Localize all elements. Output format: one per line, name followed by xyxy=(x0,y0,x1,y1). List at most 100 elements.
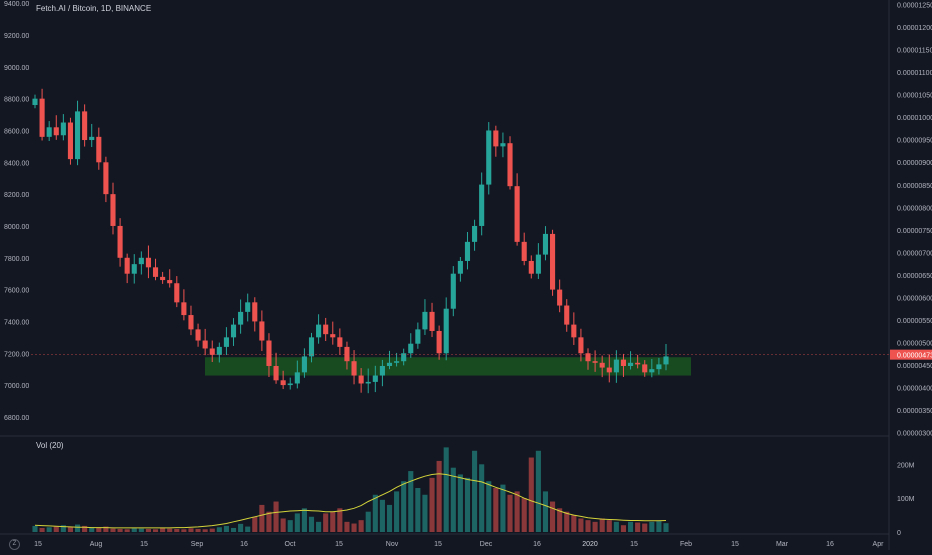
timezone-z-icon[interactable]: Z xyxy=(9,539,20,550)
candle-body xyxy=(606,367,612,373)
right-axis-tick-label: 0.00000950 xyxy=(897,138,932,145)
candle-body xyxy=(571,324,577,338)
left-axis-tick-label: 6800.00 xyxy=(4,415,29,422)
volume-bar xyxy=(294,513,300,532)
candle-body xyxy=(131,264,137,274)
time-axis-tick-label: 15 xyxy=(434,541,442,548)
candle-body xyxy=(202,340,208,349)
volume-indicator-label[interactable]: Vol (20) xyxy=(36,441,64,450)
candle-body xyxy=(415,329,421,344)
time-axis-tick-label: 15 xyxy=(630,541,638,548)
volume-bar xyxy=(358,520,364,532)
left-axis-tick-label: 8200.00 xyxy=(4,192,29,199)
volume-bar xyxy=(287,520,293,532)
candle-body xyxy=(230,324,237,338)
candle-body xyxy=(620,359,627,366)
volume-bar xyxy=(429,477,435,532)
candle-body xyxy=(181,302,187,316)
right-axis-tick-label: 0.00001100 xyxy=(897,70,932,77)
left-axis-tick-label: 7000.00 xyxy=(4,383,29,390)
volume-bar xyxy=(585,520,591,532)
candle-body xyxy=(96,136,102,163)
right-axis-tick-label: 0.00001250 xyxy=(897,3,932,10)
volume-bar xyxy=(316,521,322,532)
candle-body xyxy=(316,324,322,338)
right-axis-tick-label: 0.00000350 xyxy=(897,408,932,415)
candle-body xyxy=(479,184,485,226)
volume-bar xyxy=(550,501,556,532)
volume-bar xyxy=(606,520,612,532)
candle-body xyxy=(627,362,634,366)
candle-body xyxy=(358,375,364,384)
volume-bar xyxy=(401,481,407,532)
candle-body xyxy=(443,308,449,354)
volume-bar xyxy=(145,528,151,532)
right-axis-tick-label: 0.00000450 xyxy=(897,363,932,370)
volume-bar xyxy=(174,528,180,532)
time-axis-tick-label: Oct xyxy=(285,541,296,548)
candle-body xyxy=(117,225,123,258)
left-axis-tick-label: 7600.00 xyxy=(4,288,29,295)
candle-body xyxy=(379,365,385,376)
volume-bar xyxy=(457,474,463,532)
volume-bar xyxy=(280,518,286,532)
candle-body xyxy=(60,122,66,136)
volume-bar xyxy=(308,516,315,532)
volume-bar xyxy=(599,518,605,532)
volume-bar xyxy=(635,522,641,532)
candle-body xyxy=(613,359,619,373)
time-axis-tick-label: 2020 xyxy=(582,541,598,548)
candle-body xyxy=(46,127,52,137)
right-axis-tick-label: 0.00000750 xyxy=(897,228,932,235)
candle-body xyxy=(223,337,229,347)
volume-bar xyxy=(443,447,449,532)
time-axis-tick-label: 15 xyxy=(335,541,343,548)
left-axis-tick-label: 7800.00 xyxy=(4,256,29,263)
time-axis-tick-label: Mar xyxy=(776,541,789,548)
volume-bar xyxy=(67,526,74,532)
candle-body xyxy=(635,362,641,365)
volume-bar xyxy=(266,511,272,532)
candle-body xyxy=(238,311,244,325)
volume-bar xyxy=(245,526,251,532)
left-axis-tick-label: 9000.00 xyxy=(4,65,29,72)
volume-bar xyxy=(230,527,237,532)
candle-body xyxy=(372,375,378,382)
volume-bar xyxy=(131,528,137,532)
right-axis-tick-label: 0.00000300 xyxy=(897,431,932,438)
candle-body xyxy=(252,302,258,322)
volume-bar xyxy=(578,518,584,532)
time-axis-tick-label: Nov xyxy=(386,541,399,548)
volume-bar xyxy=(53,526,59,532)
right-axis-tick-label: 0.00000850 xyxy=(897,183,932,190)
volume-bar xyxy=(507,494,513,532)
right-axis-tick-label: 0.00000650 xyxy=(897,273,932,280)
candle-body xyxy=(408,343,414,354)
time-axis-tick-label: 15 xyxy=(731,541,739,548)
candle-body xyxy=(642,364,648,373)
volume-bar xyxy=(408,471,414,532)
right-axis-tick-label: 0.00001050 xyxy=(897,93,932,100)
candle-body xyxy=(323,324,329,335)
candle-body xyxy=(67,122,74,160)
candle-body xyxy=(422,311,428,330)
candle-body xyxy=(53,127,59,136)
volume-bar xyxy=(202,529,208,532)
volume-axis-tick-label: 100M xyxy=(897,496,915,503)
candle-body xyxy=(216,346,222,355)
right-axis-tick-label: 0.00001150 xyxy=(897,48,932,55)
candle-body xyxy=(386,362,393,366)
candle-body xyxy=(550,233,556,290)
volume-bar xyxy=(60,525,66,532)
right-axis-tick-label: 0.00001200 xyxy=(897,25,932,32)
last-price-label-bg xyxy=(890,349,932,360)
candle-body xyxy=(344,346,350,362)
time-axis-tick-label: Apr xyxy=(873,541,885,548)
volume-bar xyxy=(422,494,428,532)
time-axis-tick-label: 16 xyxy=(240,541,248,548)
volume-bar xyxy=(613,521,619,532)
volume-bar xyxy=(89,527,95,532)
volume-bar xyxy=(301,508,307,532)
time-axis-tick-label: Feb xyxy=(680,541,692,548)
